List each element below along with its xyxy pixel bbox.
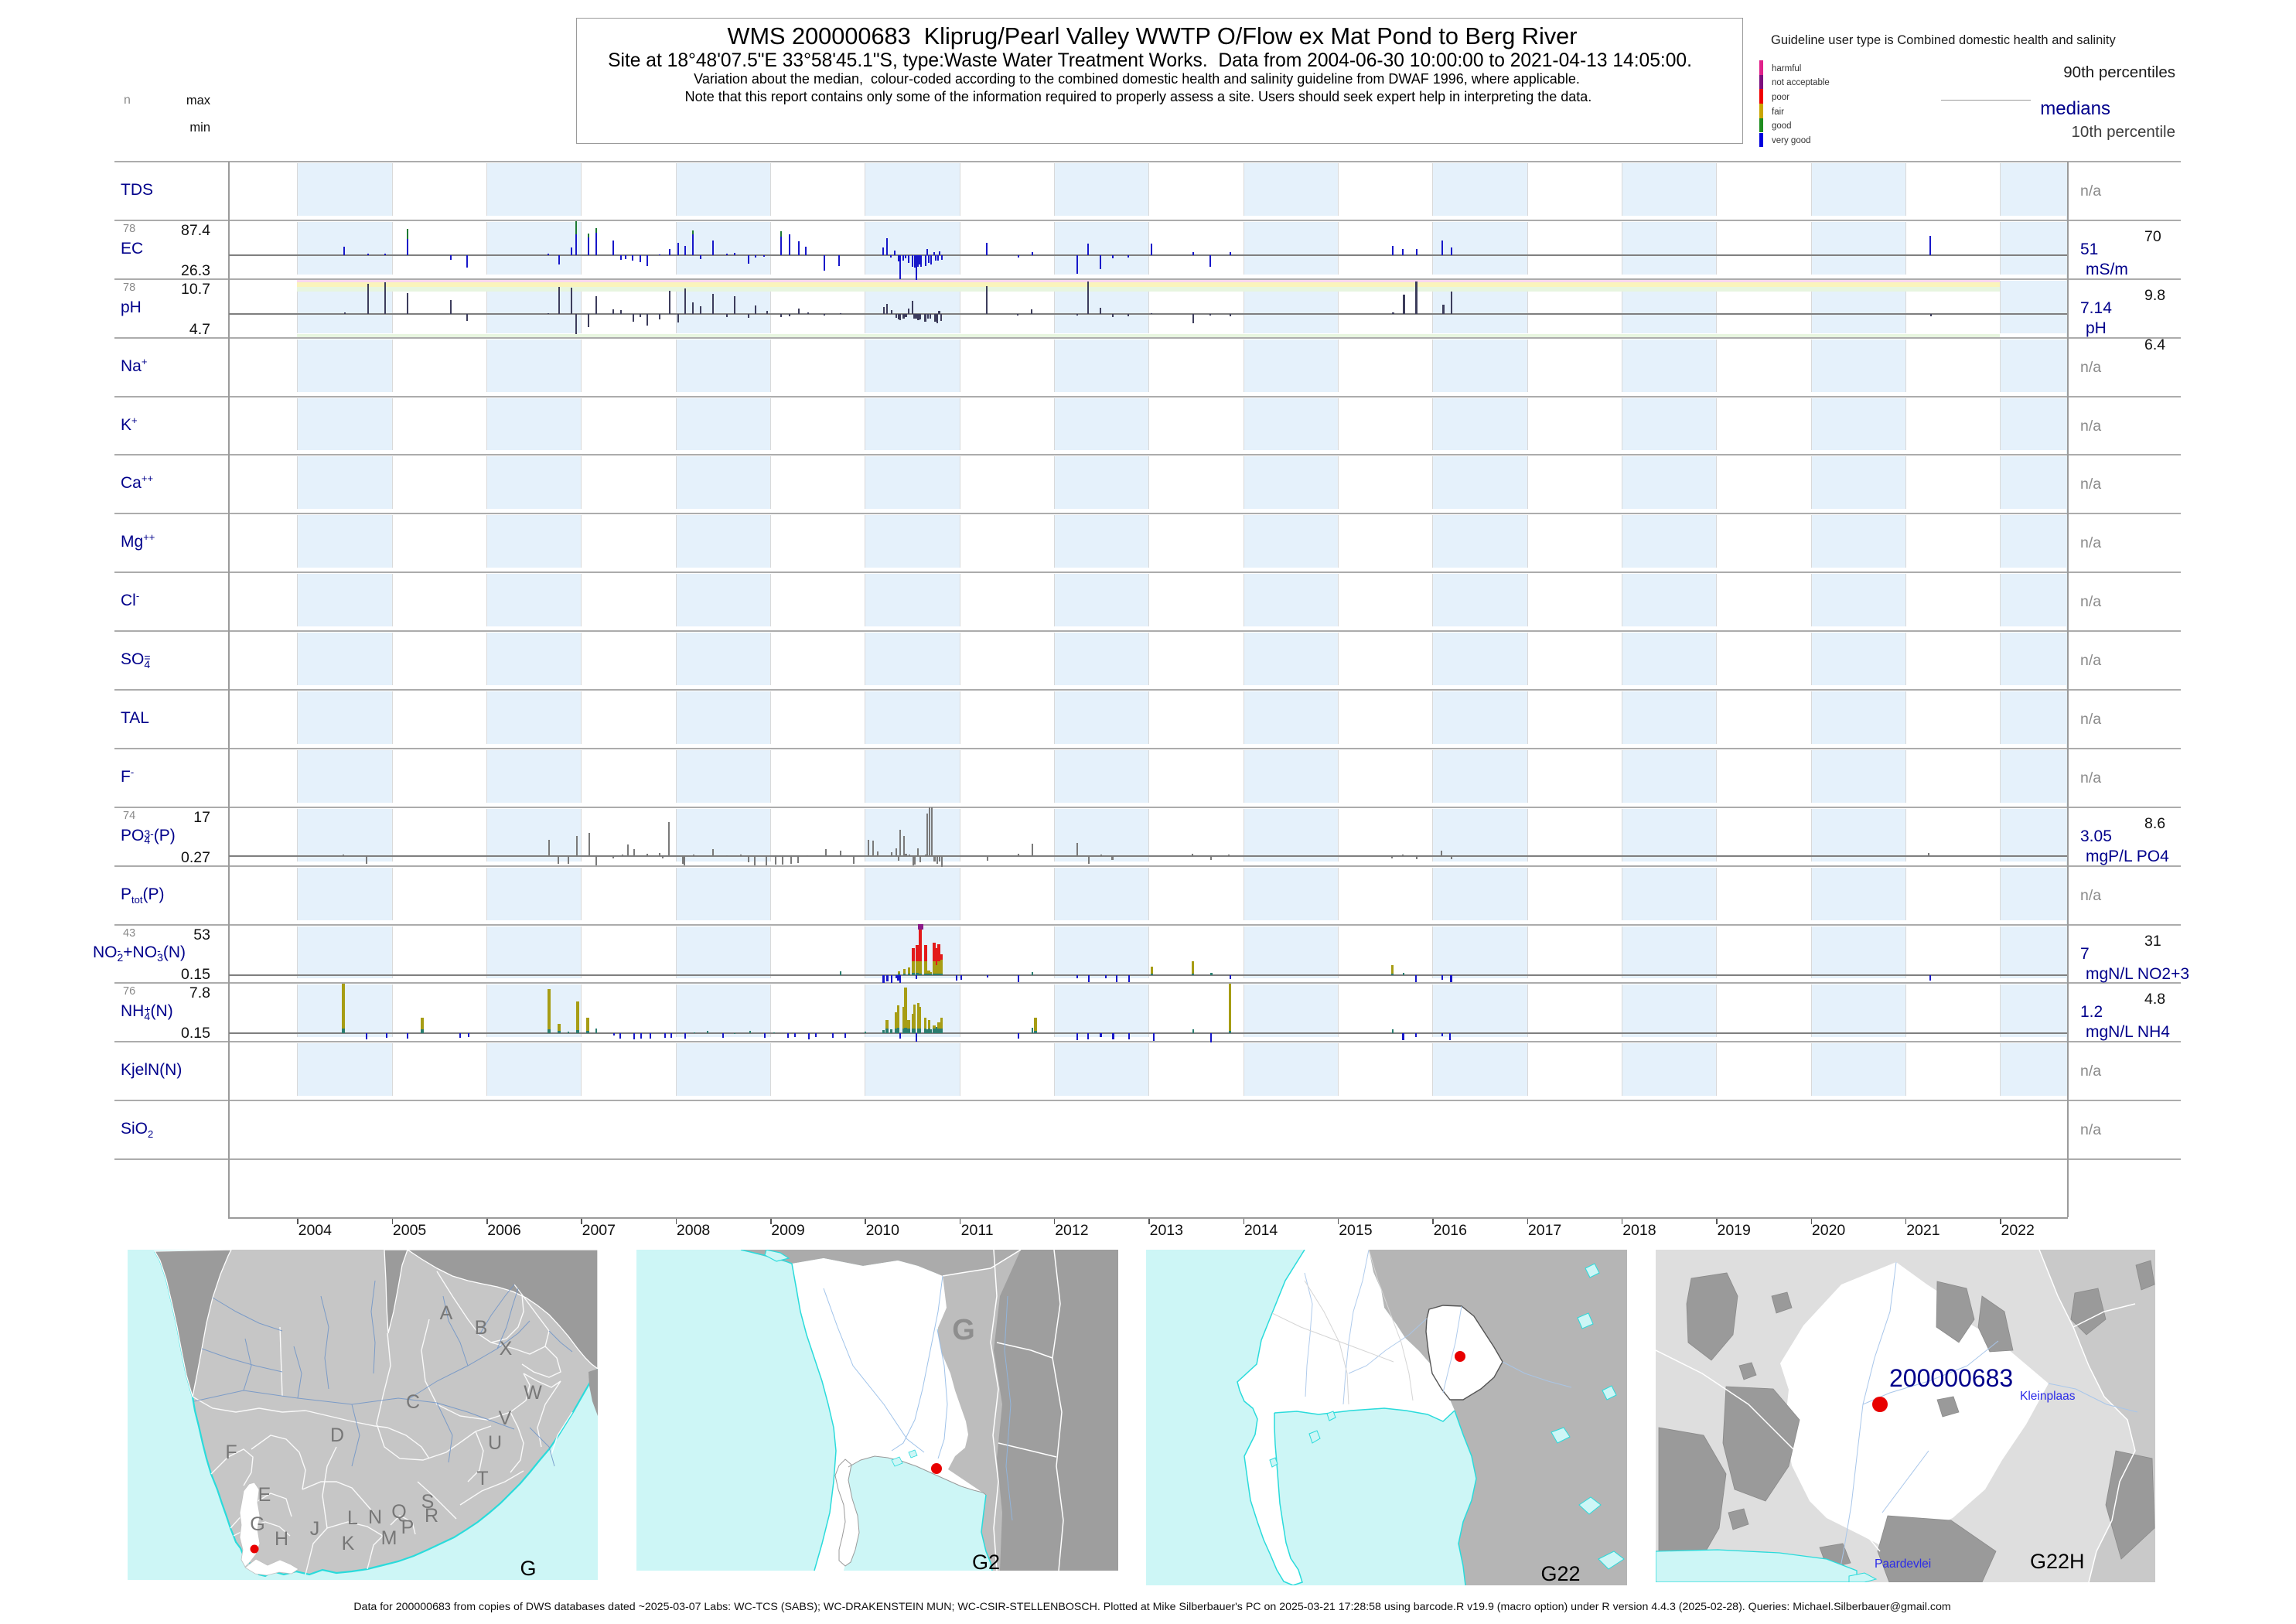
svg-text:G: G bbox=[520, 1557, 536, 1580]
svg-text:W: W bbox=[524, 1382, 542, 1404]
svg-text:G: G bbox=[952, 1314, 975, 1346]
svg-text:C: C bbox=[406, 1391, 420, 1413]
svg-text:N: N bbox=[368, 1506, 382, 1528]
svg-text:G2: G2 bbox=[972, 1551, 1000, 1571]
svg-text:X: X bbox=[500, 1338, 513, 1360]
svg-text:B: B bbox=[475, 1317, 488, 1339]
svg-text:F: F bbox=[225, 1441, 237, 1463]
svg-text:S: S bbox=[421, 1491, 435, 1513]
svg-text:M: M bbox=[381, 1527, 397, 1549]
svg-text:G22: G22 bbox=[1540, 1562, 1580, 1585]
svg-text:R: R bbox=[425, 1505, 438, 1527]
svg-text:T: T bbox=[476, 1468, 488, 1489]
svg-text:P: P bbox=[401, 1517, 415, 1538]
svg-text:V: V bbox=[499, 1407, 512, 1429]
svg-text:Q: Q bbox=[391, 1501, 406, 1523]
svg-text:200000683: 200000683 bbox=[1889, 1364, 2013, 1392]
svg-text:Kleinplaas: Kleinplaas bbox=[2020, 1390, 2076, 1403]
svg-text:G22H: G22H bbox=[2030, 1550, 2085, 1573]
svg-text:K: K bbox=[342, 1533, 355, 1554]
svg-text:Paardevlei: Paardevlei bbox=[1875, 1557, 1931, 1571]
svg-text:D: D bbox=[330, 1424, 344, 1446]
svg-text:H: H bbox=[275, 1528, 288, 1550]
svg-text:G: G bbox=[250, 1513, 264, 1535]
svg-text:A: A bbox=[440, 1302, 453, 1324]
svg-text:L: L bbox=[347, 1507, 358, 1529]
svg-text:J: J bbox=[310, 1518, 320, 1540]
svg-text:E: E bbox=[258, 1484, 271, 1506]
svg-text:U: U bbox=[488, 1432, 502, 1454]
